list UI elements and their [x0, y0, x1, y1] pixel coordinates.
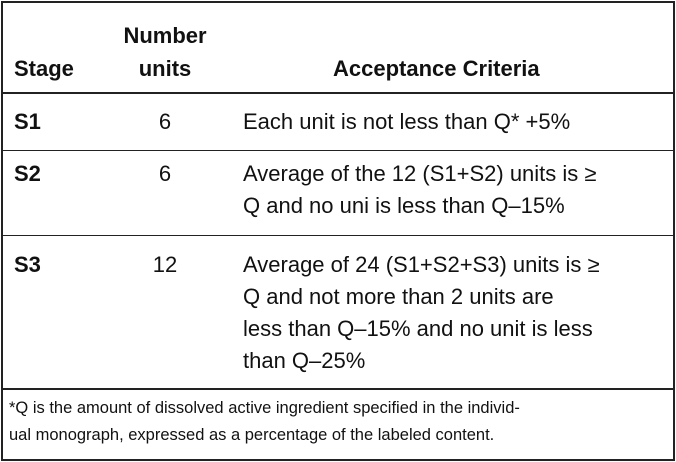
stage: S3 — [14, 252, 41, 277]
criteria: Q and no uni is less than Q–15% — [243, 193, 565, 218]
criteria: Average of 24 (S1+S2+S3) units is ≥ — [243, 252, 600, 277]
criteria: Q and not more than 2 units are — [243, 284, 554, 309]
stage: S1 — [14, 109, 41, 134]
row-rule — [3, 150, 673, 151]
header-criteria: Acceptance Criteria — [333, 56, 540, 81]
header-stage: Stage — [14, 56, 74, 81]
header-rule — [3, 92, 673, 94]
criteria: Average of the 12 (S1+S2) units is ≥ — [243, 161, 597, 186]
row-rule — [3, 235, 673, 236]
footnote: *Q is the amount of dissolved active ing… — [9, 399, 520, 417]
criteria: less than Q–15% and no unit is less — [243, 316, 593, 341]
number: 12 — [152, 252, 178, 277]
footnote: ual monograph, expressed as a percentage… — [9, 426, 495, 444]
header-number: Number — [123, 23, 207, 48]
number: 6 — [158, 161, 172, 186]
criteria: than Q–25% — [243, 348, 366, 373]
criteria: Each unit is not less than Q* +5% — [243, 109, 571, 134]
footnote-rule — [3, 388, 673, 390]
stage: S2 — [14, 161, 41, 186]
number: 6 — [158, 109, 172, 134]
header-number: units — [138, 56, 192, 81]
